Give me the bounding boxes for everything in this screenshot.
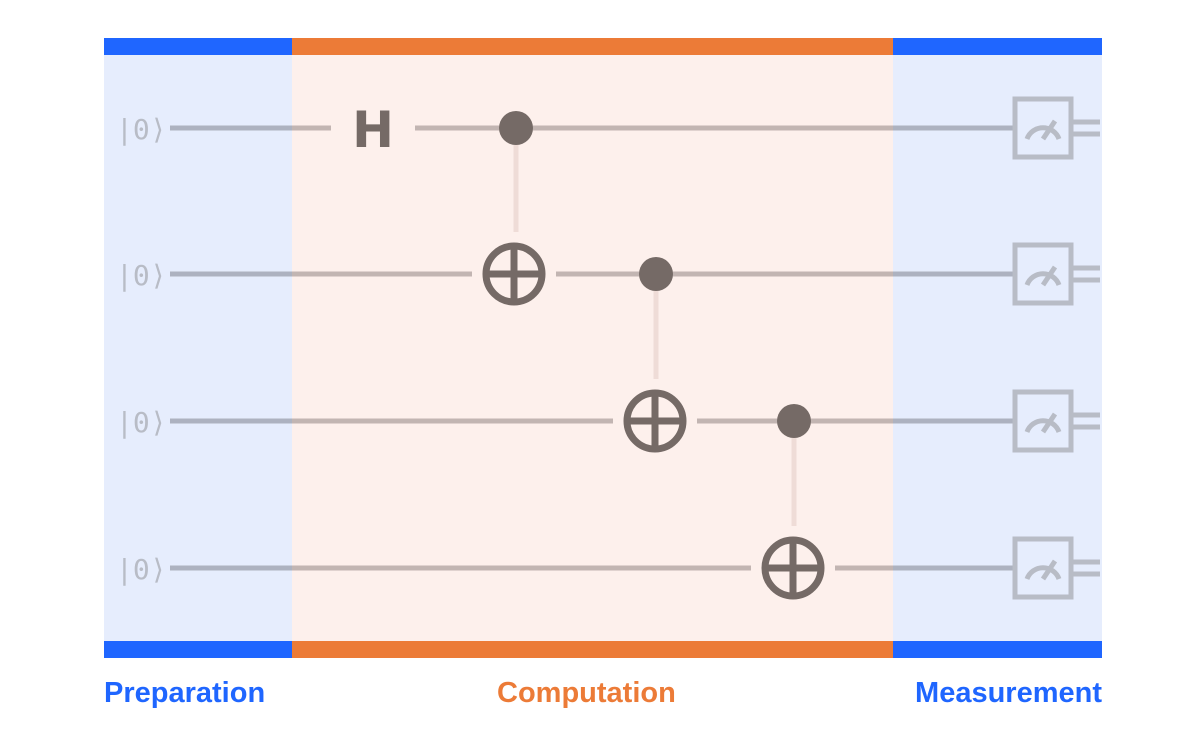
computation-bottom-bar xyxy=(292,641,893,658)
initial-state-ket: |0⟩ xyxy=(116,259,167,292)
meter-icon xyxy=(1012,96,1100,160)
control-dot xyxy=(777,404,811,438)
control-dot xyxy=(499,111,533,145)
target-xor-icon xyxy=(482,242,546,306)
cnot-gate-2 xyxy=(623,257,687,453)
initial-state-ket: |0⟩ xyxy=(116,406,167,439)
cnot-gate-3 xyxy=(761,404,825,600)
hadamard-gate: H xyxy=(352,101,394,159)
qubit-wire-1: |0⟩ xyxy=(116,259,1015,292)
computation-label: Computation xyxy=(497,677,676,709)
computation-top-bar xyxy=(292,38,893,55)
cnot-gate-1 xyxy=(482,111,546,306)
meter-icon xyxy=(1012,389,1100,453)
measurement-top-bar xyxy=(893,38,1102,55)
preparation-top-bar xyxy=(104,38,292,55)
qubit-wire-2: |0⟩ xyxy=(116,406,1015,439)
initial-state-ket: |0⟩ xyxy=(116,113,167,146)
measurement-region xyxy=(893,54,1102,642)
target-xor-icon xyxy=(623,389,687,453)
target-xor-icon xyxy=(761,536,825,600)
measurement-label: Measurement xyxy=(915,677,1102,709)
qubit-wire-0: |0⟩ xyxy=(116,113,1015,146)
measurement-bottom-bar xyxy=(893,641,1102,658)
preparation-bottom-bar xyxy=(104,641,292,658)
control-dot xyxy=(639,257,673,291)
preparation-label: Preparation xyxy=(104,677,266,709)
initial-state-ket: |0⟩ xyxy=(116,553,167,586)
qubit-wire-3: |0⟩ xyxy=(116,553,1015,586)
meter-icon xyxy=(1012,536,1100,600)
preparation-region xyxy=(104,54,292,642)
meter-icon xyxy=(1012,242,1100,306)
